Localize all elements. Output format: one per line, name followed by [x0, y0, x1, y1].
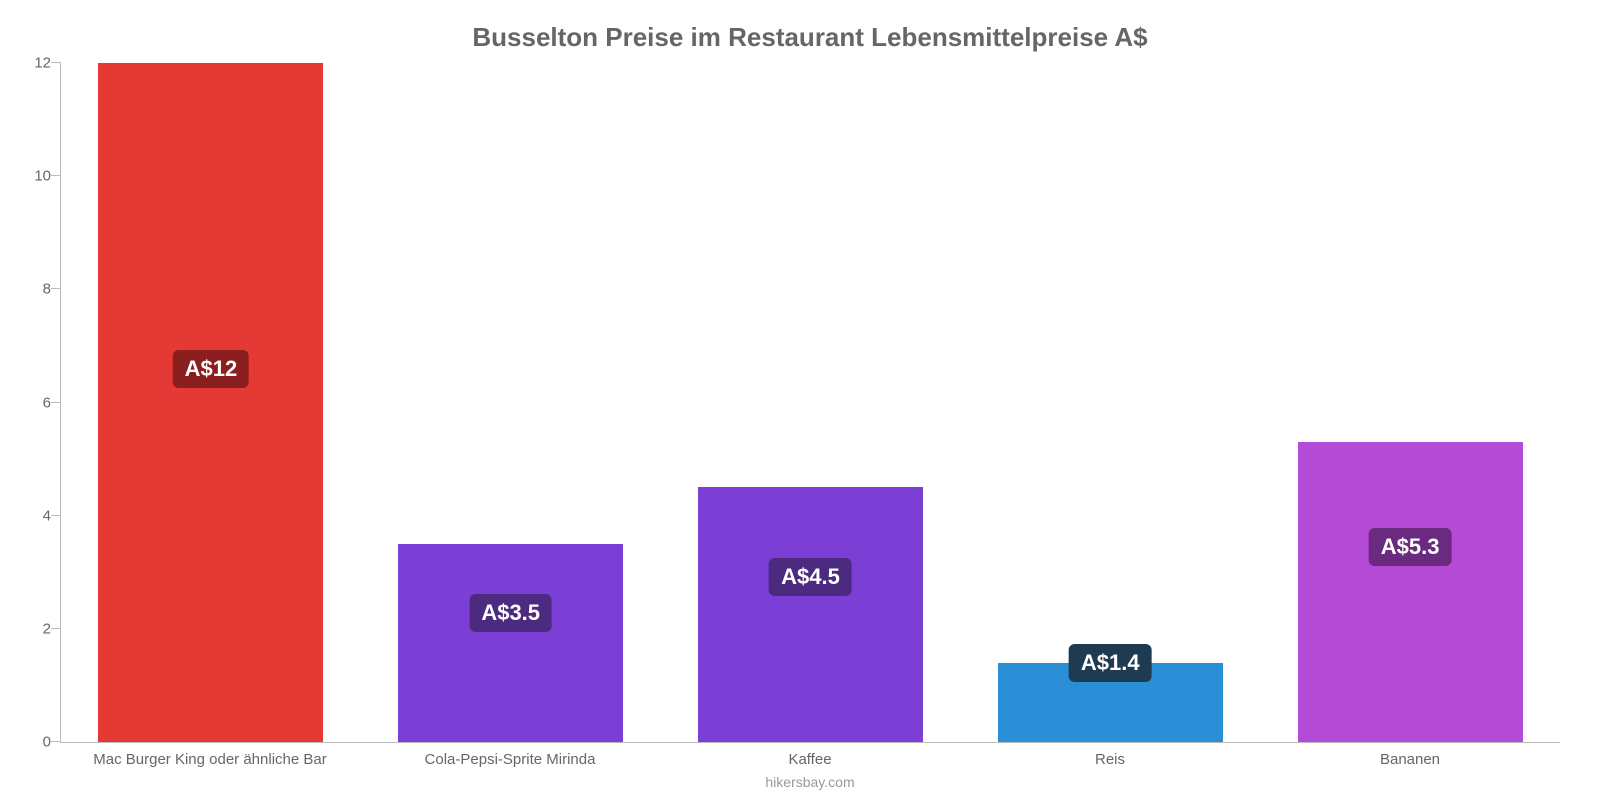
y-axis-label: 10	[21, 168, 51, 185]
y-axis-label: 6	[21, 394, 51, 411]
bar: A$12	[98, 63, 323, 742]
chart-credit: hikersbay.com	[60, 774, 1560, 790]
y-axis-label: 0	[21, 734, 51, 751]
bar-slot: A$4.5	[661, 63, 961, 742]
y-axis-label: 8	[21, 281, 51, 298]
y-tick	[51, 402, 61, 403]
bar: A$3.5	[398, 544, 623, 742]
y-tick	[51, 628, 61, 629]
bar-slot: A$12	[61, 63, 361, 742]
bar-slot: A$5.3	[1260, 63, 1560, 742]
plot-area: A$12A$3.5A$4.5A$1.4A$5.3 024681012	[60, 63, 1560, 743]
y-axis-label: 4	[21, 507, 51, 524]
y-axis-label: 12	[21, 55, 51, 72]
value-badge: A$5.3	[1369, 528, 1452, 566]
y-tick	[51, 175, 61, 176]
y-tick	[51, 288, 61, 289]
bar-slot: A$1.4	[960, 63, 1260, 742]
value-badge: A$1.4	[1069, 644, 1152, 682]
bars-row: A$12 A$3.5 A$4.5 A$1.4 A$5.3	[61, 63, 1560, 742]
y-tick	[51, 515, 61, 516]
x-axis-label: Mac Burger King oder ähnliche Bar	[60, 751, 360, 768]
y-axis-label: 2	[21, 620, 51, 637]
y-tick	[51, 62, 61, 63]
x-axis-label: Reis	[960, 751, 1260, 768]
bar-slot: A$3.5	[361, 63, 661, 742]
value-badge: A$12	[173, 350, 250, 388]
y-tick	[51, 741, 61, 742]
x-axis-label: Kaffee	[660, 751, 960, 768]
value-badge: A$3.5	[469, 594, 552, 632]
value-badge: A$4.5	[769, 558, 852, 596]
bar: A$1.4	[998, 663, 1223, 742]
x-axis-labels: Mac Burger King oder ähnliche BarCola-Pe…	[60, 751, 1560, 768]
bar: A$5.3	[1298, 442, 1523, 742]
chart-container: Busselton Preise im Restaurant Lebensmit…	[0, 0, 1600, 800]
x-axis-label: Cola-Pepsi-Sprite Mirinda	[360, 751, 660, 768]
bar: A$4.5	[698, 487, 923, 742]
chart-title: Busselton Preise im Restaurant Lebensmit…	[60, 10, 1560, 58]
x-axis-label: Bananen	[1260, 751, 1560, 768]
